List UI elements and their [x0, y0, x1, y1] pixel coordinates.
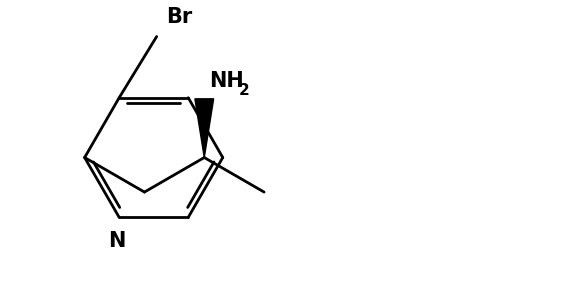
Text: 2: 2: [239, 83, 250, 98]
Text: N: N: [108, 231, 126, 251]
Text: Br: Br: [167, 7, 193, 27]
Text: NH: NH: [209, 71, 244, 91]
Polygon shape: [195, 99, 214, 158]
